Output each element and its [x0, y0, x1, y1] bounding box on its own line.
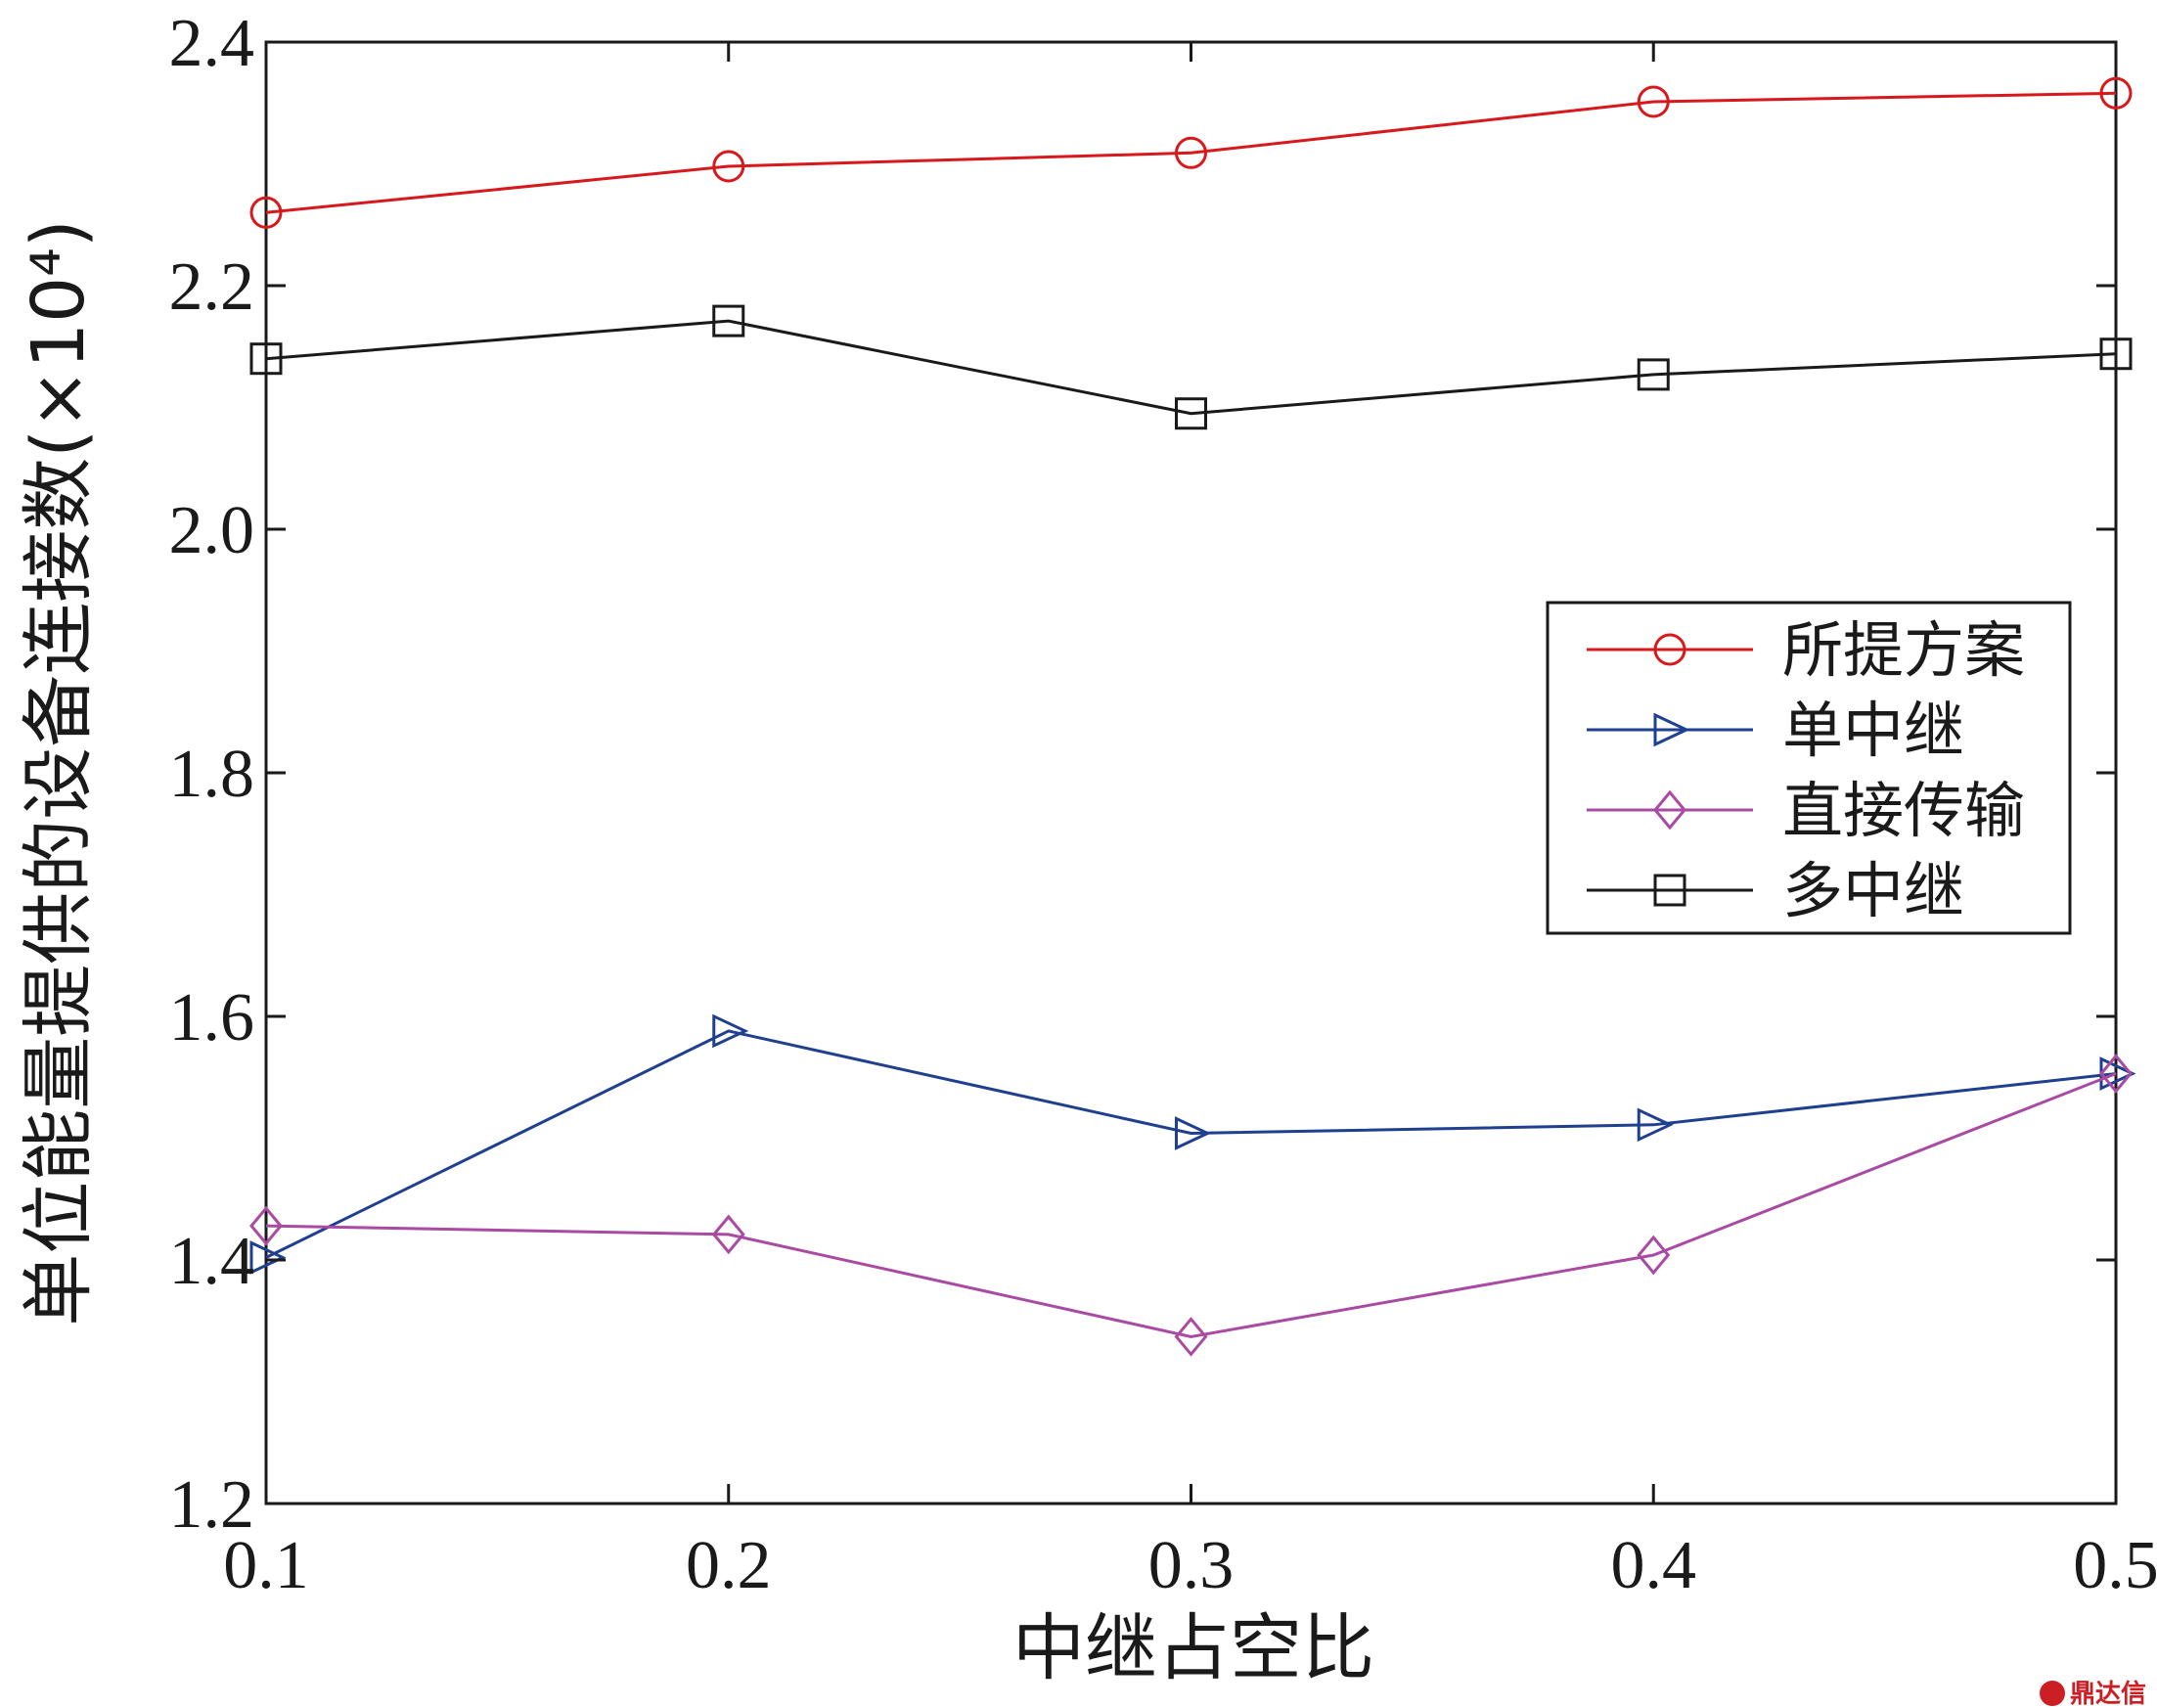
data-point	[712, 150, 745, 183]
data-point	[249, 1205, 283, 1246]
watermark-icon	[2040, 1681, 2065, 1706]
data-point	[1175, 1116, 1212, 1150]
data-point	[1653, 712, 1690, 747]
y-axis-title: 单位能量提供的设备连接数(×10⁴)	[17, 219, 101, 1326]
legend-item: 直接传输	[1587, 775, 2025, 846]
legend-label: 多中继	[1782, 855, 1964, 926]
legend-box	[1546, 601, 2072, 935]
series	[249, 1054, 2133, 1357]
data-point	[249, 342, 283, 376]
data-point	[1175, 397, 1207, 430]
x-tick-label: 0.1	[223, 1528, 309, 1603]
y-tick-label: 1.4	[169, 1224, 255, 1299]
y-tick-label: 1.8	[169, 737, 255, 812]
series-line	[265, 1029, 2117, 1259]
series-line	[265, 1072, 2117, 1338]
data-point	[249, 1240, 287, 1275]
data-point	[712, 1013, 749, 1049]
series	[249, 76, 2133, 229]
data-point	[1653, 633, 1686, 666]
y-tick-label: 2.2	[169, 249, 255, 325]
data-point	[1653, 789, 1686, 831]
legend-label: 单中继	[1782, 695, 1964, 766]
x-tick-label: 0.5	[2073, 1528, 2157, 1603]
legend-item: 单中继	[1587, 695, 1964, 766]
data-point	[1653, 874, 1686, 907]
data-point	[1637, 85, 1670, 118]
data-point	[711, 1214, 745, 1255]
legend-label: 所提方案	[1782, 614, 2025, 686]
data-point	[1175, 136, 1207, 169]
y-tick-label: 2.0	[169, 493, 255, 568]
data-point	[1637, 358, 1670, 391]
series	[249, 1013, 2136, 1275]
y-tick-label: 1.6	[169, 980, 255, 1056]
data-point	[1637, 1107, 1674, 1143]
x-axis-title: 中继占空比	[1012, 1606, 1374, 1690]
y-tick-label: 2.4	[169, 6, 255, 81]
data-point	[1174, 1317, 1208, 1357]
x-tick-label: 0.4	[1611, 1528, 1697, 1603]
watermark-text: 鼎达信	[2070, 1680, 2146, 1708]
series-line	[265, 91, 2117, 214]
data-point	[2099, 337, 2133, 371]
data-point	[2099, 1054, 2133, 1094]
series	[249, 304, 2133, 430]
data-point	[249, 196, 283, 229]
data-point	[1637, 1235, 1671, 1276]
watermark-logo: 鼎达信	[2040, 1680, 2146, 1708]
data-point	[712, 304, 745, 337]
x-tick-label: 0.2	[686, 1528, 772, 1603]
series-group	[249, 76, 2136, 1357]
legend-item: 多中继	[1587, 855, 1964, 926]
series-line	[265, 319, 2117, 416]
legend-item: 所提方案	[1587, 614, 2025, 686]
legend-label: 直接传输	[1782, 775, 2025, 846]
data-point	[2099, 76, 2133, 110]
y-tick-label: 1.2	[169, 1467, 255, 1543]
x-tick-label: 0.3	[1148, 1528, 1235, 1603]
axes: 1.2 1.4 1.6 1.8 2.0 2.2 2.4 0.1 0.2 0.3 0.4 0.5	[169, 6, 2157, 1603]
